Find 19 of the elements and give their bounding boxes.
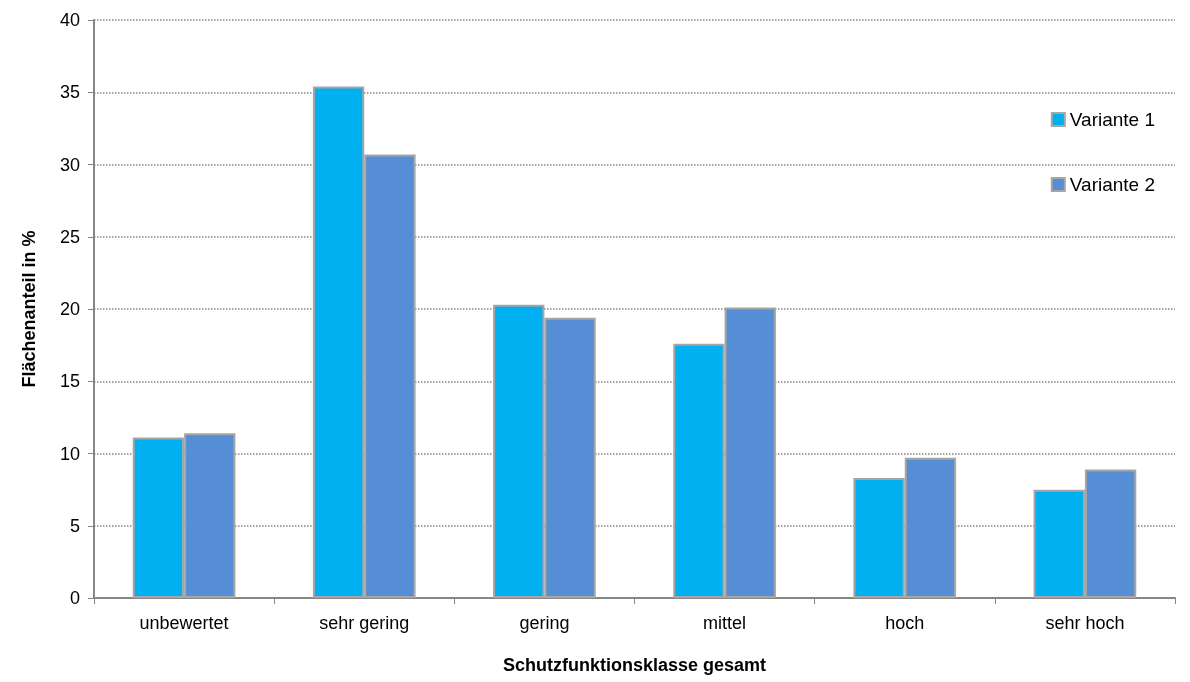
y-tick-label: 25	[59, 226, 80, 247]
x-tick-label: sehr hoch	[1045, 613, 1125, 633]
x-tick-label: sehr gering	[319, 613, 410, 633]
y-tick-label: 5	[69, 515, 80, 536]
y-tick-label: 40	[59, 10, 80, 30]
x-tick-label: gering	[519, 613, 570, 633]
y-tick-label: 35	[59, 82, 80, 103]
legend-label: Variante 2	[1069, 174, 1155, 195]
legend-label: Variante 1	[1069, 109, 1155, 130]
y-tick-label: 15	[59, 371, 80, 392]
x-tick-label: hoch	[885, 613, 925, 633]
x-tick-label: unbewertet	[139, 613, 229, 633]
y-tick-label: 20	[59, 299, 80, 319]
y-tick-label: 30	[59, 154, 80, 175]
y-tick-label: 0	[69, 588, 80, 608]
x-tick-label: mittel	[703, 613, 747, 633]
y-axis-title: Flächenanteil in %	[19, 230, 39, 388]
x-axis-title: Schutzfunktionsklasse gesamt	[502, 655, 767, 675]
y-tick-label: 10	[59, 443, 80, 464]
